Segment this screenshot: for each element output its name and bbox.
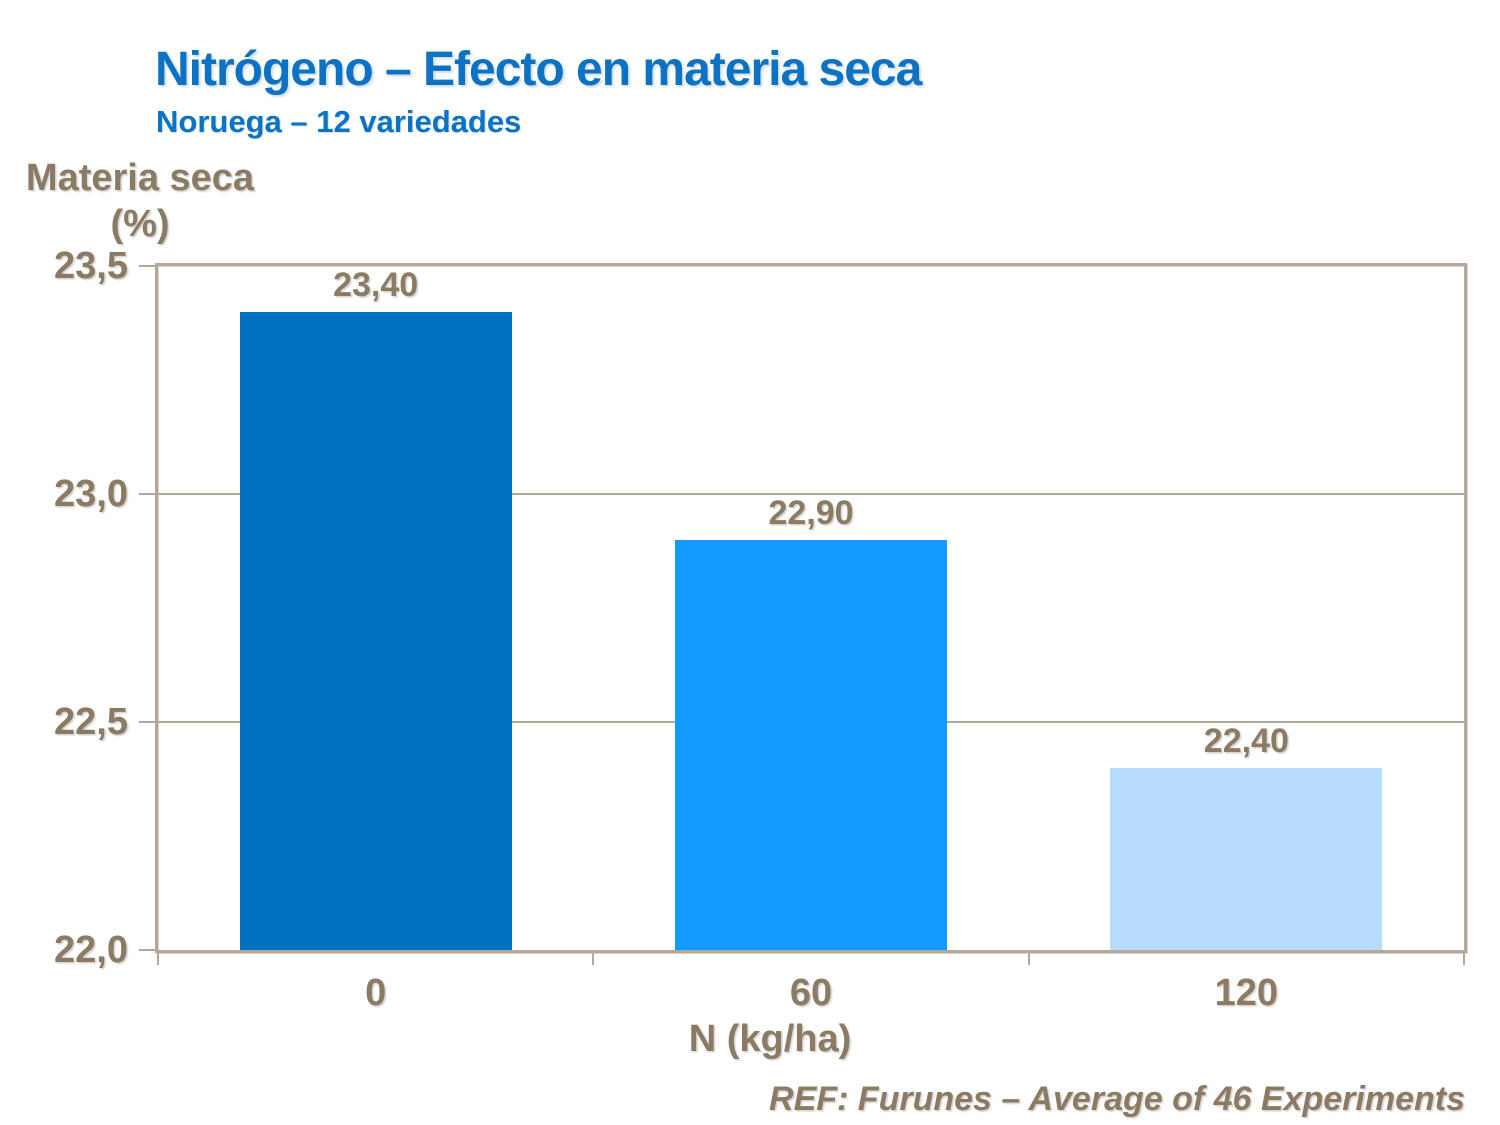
y-axis-title-line2: (%): [110, 203, 170, 246]
y-axis-title: Materia seca (%): [20, 155, 260, 248]
y-axis-tick: [139, 265, 158, 267]
bar: [239, 311, 512, 950]
y-axis-tick-label: 23,5: [54, 245, 128, 287]
chart-title: Nitrógeno – Efecto en materia seca: [155, 43, 922, 96]
y-axis-tick: [139, 721, 158, 723]
y-axis-tick: [139, 949, 158, 951]
y-axis-tick-label: 22,0: [54, 929, 128, 971]
y-axis-tick-label: 22,5: [54, 701, 128, 743]
y-axis-title-line1: Materia seca: [25, 157, 255, 199]
plot-area: 23,5 23,0 22,5 22,0 23,40 0 22,90 60 22,40 120: [54, 247, 1467, 1012]
bar: [1110, 767, 1383, 950]
bar: [674, 539, 948, 950]
y-axis-tick-label: 23,0: [54, 473, 128, 515]
x-axis-title: N (kg/ha): [688, 1018, 852, 1060]
chart-subtitle: Noruega – 12 variedades: [156, 104, 522, 139]
y-axis-tick: [139, 493, 158, 495]
x-axis-tick: [592, 950, 595, 965]
x-axis-tick: [1463, 950, 1465, 965]
x-axis-category-label: 60: [789, 972, 833, 1014]
x-axis-category-label: 0: [365, 972, 387, 1014]
bar-value-label: 23,40: [333, 265, 419, 304]
x-axis-tick: [157, 950, 159, 965]
x-axis-category-label: 120: [1214, 972, 1279, 1014]
x-axis-tick: [1027, 950, 1030, 965]
reference-note: REF: Furunes – Average of 46 Experiments: [769, 1080, 1465, 1118]
gridline: [158, 493, 1464, 495]
bar-value-label: 22,40: [1203, 721, 1289, 760]
bar-value-label: 22,90: [768, 493, 854, 532]
